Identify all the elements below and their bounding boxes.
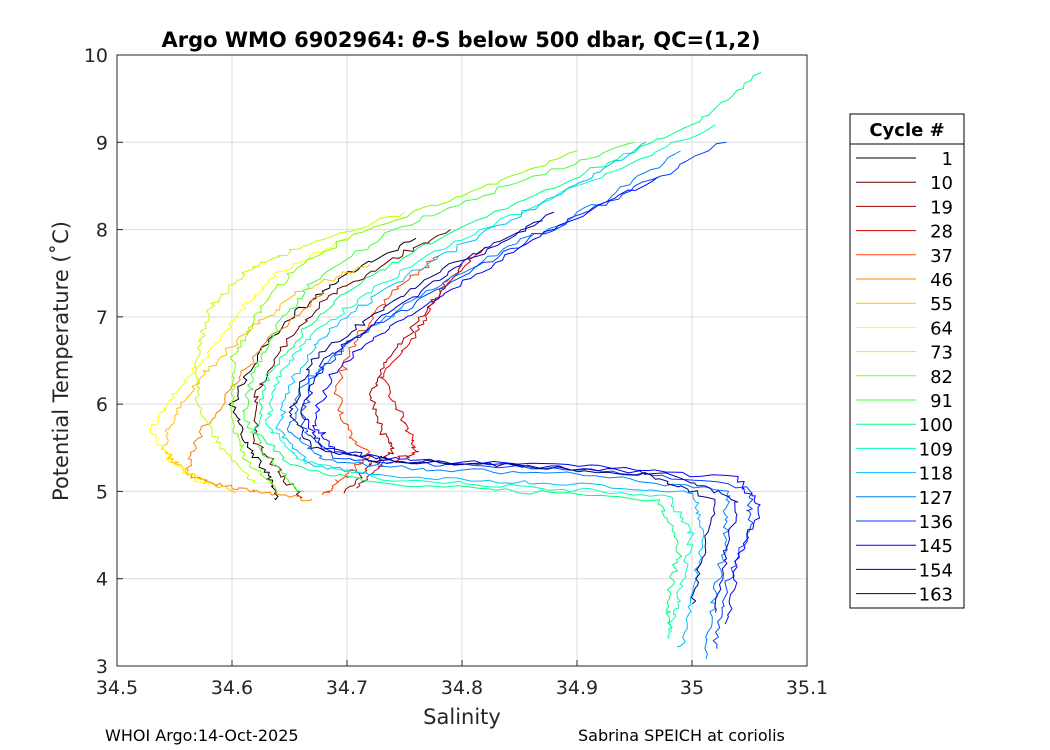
series-line-cycle-82 (229, 150, 578, 493)
x-tick-label: 35 (680, 677, 704, 699)
series-line-cycle-145 (312, 176, 761, 625)
series-line-cycle-163 (288, 220, 716, 605)
series-line-cycle-100 (253, 72, 762, 639)
series-line-cycle-46 (185, 290, 325, 502)
legend-label-cycle-154: 154 (919, 560, 953, 581)
series-line-cycle-154 (300, 211, 739, 613)
series-line-cycle-127 (286, 150, 731, 659)
legend-label-cycle-1: 1 (942, 149, 953, 170)
legend-label-cycle-109: 109 (919, 439, 953, 460)
legend-label-cycle-136: 136 (919, 512, 953, 533)
y-tick-label: 9 (96, 132, 108, 154)
legend-label-cycle-19: 19 (930, 197, 953, 218)
y-axis-label: Potential Temperature (˚C) (49, 221, 73, 501)
legend-label-cycle-118: 118 (919, 464, 953, 485)
chart-title-prefix: Argo WMO 6902964: (161, 28, 412, 52)
legend-label-cycle-100: 100 (919, 415, 953, 436)
series-line-cycle-73 (194, 211, 405, 484)
x-axis-label: Salinity (423, 705, 501, 729)
legend-label-cycle-163: 163 (919, 585, 953, 606)
y-tick-label: 6 (96, 394, 108, 416)
x-ticks: 34.5 34.6 34.7 34.8 34.9 35 35.1 (96, 660, 828, 699)
legend-label-cycle-55: 55 (930, 294, 953, 315)
legend-box (849, 113, 965, 609)
y-ticks: 3 4 5 6 7 8 9 10 (84, 45, 123, 678)
legend-label-cycle-46: 46 (930, 270, 953, 291)
x-tick-label: 35.1 (786, 677, 828, 699)
x-tick-label: 34.6 (211, 677, 253, 699)
y-tick-label: 7 (96, 307, 108, 329)
x-tick-label: 34.8 (441, 677, 483, 699)
y-tick-label: 10 (84, 45, 108, 67)
y-tick-label: 3 (96, 656, 108, 678)
legend-title: Cycle # (869, 120, 944, 141)
series-line-cycle-55 (161, 264, 371, 494)
legend-label-cycle-28: 28 (930, 222, 953, 243)
footer-left: WHOI Argo:14-Oct-2025 (105, 726, 299, 745)
legend-label-cycle-127: 127 (919, 488, 953, 509)
y-tick-label: 5 (96, 481, 108, 503)
series-line-cycle-64 (149, 237, 348, 487)
legend-label-cycle-73: 73 (930, 343, 953, 364)
legend-label-cycle-64: 64 (930, 318, 953, 339)
series-line-cycle-109 (264, 124, 716, 633)
legend-items: 1 10 19 28 37 46 55 64 73 82 91 100 109 118 127 136 145 1… (856, 149, 953, 606)
y-tick-label: 8 (96, 220, 108, 242)
chart-title-theta: θ (412, 28, 426, 52)
chart-title-suffix: -S below 500 dbar, QC=(1,2) (427, 28, 761, 52)
chart-title: Argo WMO 6902964: θ-S below 500 dbar, QC… (161, 28, 760, 52)
legend-label-cycle-10: 10 (930, 173, 953, 194)
footer-right: Sabrina SPEICH at coriolis (578, 726, 785, 745)
series-line-cycle-37 (322, 255, 440, 496)
y-tick-label: 4 (96, 569, 108, 591)
x-tick-label: 34.5 (96, 677, 138, 699)
series-line-cycle-91 (242, 141, 635, 492)
series-line-cycle-10 (252, 229, 451, 499)
legend: Cycle # 1 10 19 28 37 46 55 64 73 82 91 100 109 118 12… (849, 113, 965, 609)
series-line-cycle-118 (275, 141, 705, 648)
x-tick-label: 34.7 (326, 677, 368, 699)
series-line-cycle-1 (228, 237, 417, 500)
x-tick-label: 34.9 (556, 677, 598, 699)
series-lines (149, 72, 762, 659)
series-line-cycle-136 (300, 141, 754, 649)
legend-label-cycle-91: 91 (930, 391, 953, 412)
legend-label-cycle-145: 145 (919, 536, 953, 557)
legend-label-cycle-82: 82 (930, 367, 953, 388)
series-line-cycle-19 (343, 264, 463, 494)
legend-label-cycle-37: 37 (930, 246, 953, 267)
